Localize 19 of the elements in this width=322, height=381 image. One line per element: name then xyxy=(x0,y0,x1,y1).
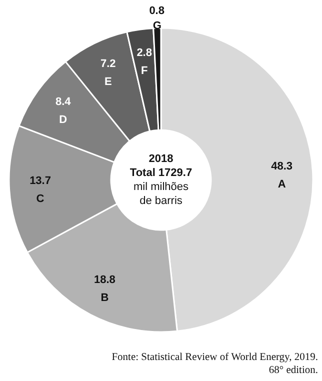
slice-label: C xyxy=(36,192,44,205)
data-label: 18.8 xyxy=(94,274,116,286)
data-label: 13.7 xyxy=(30,174,51,187)
slice-label: D xyxy=(59,114,68,126)
data-label: 7.2 xyxy=(100,58,116,70)
slice-label: A xyxy=(278,178,286,191)
text: Total 1729.7 xyxy=(130,167,192,179)
slice-label: B xyxy=(100,292,109,304)
text: mil milhões xyxy=(133,181,190,193)
slice-label: E xyxy=(104,76,112,88)
source-note: Fonte: Statistical Review of World Energy, 2019. xyxy=(112,352,318,363)
data-label: 48.3 xyxy=(271,160,293,173)
text: de barris xyxy=(140,195,183,207)
text: 68° edition. xyxy=(268,365,318,376)
slice-label: F xyxy=(140,65,148,78)
data-label: 8.4 xyxy=(55,96,72,108)
data-label: 2.8 xyxy=(136,47,152,60)
text: 2018 xyxy=(148,153,174,165)
data-label: 0.8 xyxy=(149,5,164,18)
